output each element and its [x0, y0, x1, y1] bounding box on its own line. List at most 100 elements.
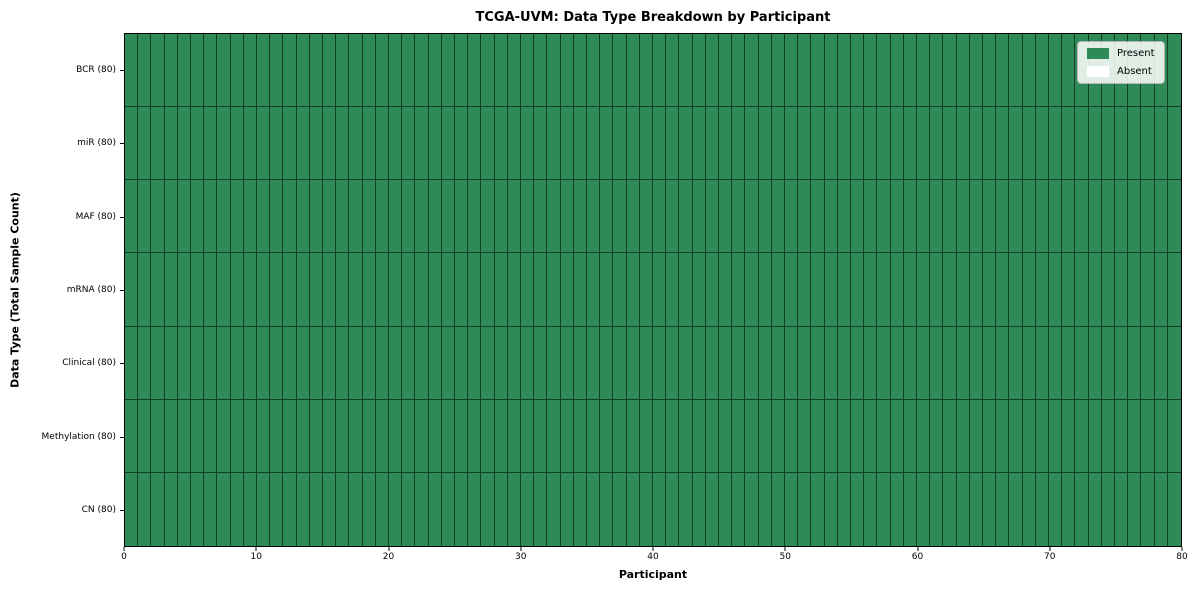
heatmap-cell	[850, 472, 865, 546]
heatmap-cell	[930, 399, 944, 473]
heatmap-cell	[586, 472, 601, 546]
heatmap-cell	[996, 34, 1010, 108]
heatmap-cell	[494, 253, 508, 327]
heatmap-cell	[1062, 253, 1076, 327]
heatmap-cell	[441, 326, 455, 400]
heatmap-cell	[494, 107, 508, 181]
heatmap-cell	[903, 180, 917, 254]
heatmap-cell	[586, 107, 601, 181]
heatmap-cell	[217, 107, 231, 181]
heatmap-cell	[309, 34, 323, 108]
heatmap-cell	[626, 399, 640, 473]
heatmap-cell	[916, 399, 931, 473]
heatmap-cell	[705, 34, 719, 108]
heatmap-cell	[164, 34, 178, 108]
heatmap-cell	[692, 107, 706, 181]
heatmap-cell	[388, 399, 403, 473]
heatmap-cell	[441, 253, 455, 327]
heatmap-cell	[164, 180, 178, 254]
heatmap-cell	[1141, 107, 1155, 181]
heatmap-cell	[481, 326, 495, 400]
heatmap-cell	[283, 326, 297, 400]
y-tick-mark	[120, 363, 124, 365]
x-tick-mark	[255, 547, 257, 551]
heatmap-cell	[230, 34, 244, 108]
heatmap-cell	[824, 253, 838, 327]
heatmap-cell	[454, 253, 469, 327]
heatmap-cell	[534, 107, 548, 181]
heatmap-cell	[204, 107, 218, 181]
heatmap-cell	[1101, 326, 1115, 400]
heatmap-cell	[534, 326, 548, 400]
heatmap-cell	[138, 326, 152, 400]
heatmap-cell	[1101, 399, 1115, 473]
heatmap-cell	[613, 180, 627, 254]
heatmap-cell	[626, 326, 640, 400]
heatmap-cell	[771, 399, 785, 473]
heatmap-cell	[138, 34, 152, 108]
heatmap-cell	[890, 180, 904, 254]
heatmap-cell	[309, 253, 323, 327]
heatmap-cell	[745, 253, 759, 327]
heatmap-cell	[349, 399, 363, 473]
heatmap-cell	[125, 180, 139, 254]
heatmap-cell	[850, 107, 865, 181]
heatmap-cell	[1167, 472, 1181, 546]
heatmap-cell	[428, 472, 442, 546]
heatmap-cell	[375, 180, 389, 254]
heatmap-cell	[982, 472, 997, 546]
heatmap-cell	[534, 472, 548, 546]
heatmap-cell	[494, 326, 508, 400]
heatmap-cell	[864, 326, 878, 400]
heatmap-cell	[362, 34, 376, 108]
heatmap-cell	[639, 34, 653, 108]
heatmap-cell	[1088, 472, 1102, 546]
heatmap-cell	[190, 107, 205, 181]
heatmap-cell	[573, 34, 587, 108]
heatmap-cell	[230, 253, 244, 327]
heatmap-cell	[613, 472, 627, 546]
heatmap-cell	[573, 107, 587, 181]
heatmap-cell	[824, 326, 838, 400]
y-tick-marks	[120, 33, 124, 547]
legend-swatch-absent	[1087, 66, 1109, 77]
heatmap-cell	[415, 180, 429, 254]
legend-item-present: Present	[1087, 48, 1155, 59]
heatmap-cell	[1154, 326, 1168, 400]
heatmap-cell	[138, 253, 152, 327]
heatmap-cell	[415, 34, 429, 108]
heatmap-cell	[652, 180, 667, 254]
heatmap-cell	[626, 180, 640, 254]
heatmap-cell	[943, 107, 957, 181]
heatmap-cell	[190, 399, 205, 473]
heatmap-cell	[151, 34, 165, 108]
heatmap-cell	[441, 472, 455, 546]
heatmap-cell	[164, 399, 178, 473]
heatmap-cell	[547, 34, 561, 108]
heatmap-cell	[402, 34, 416, 108]
heatmap-cell	[1075, 253, 1089, 327]
heatmap-cell	[547, 326, 561, 400]
heatmap-cell	[362, 399, 376, 473]
heatmap-cell	[441, 107, 455, 181]
heatmap-cell	[864, 472, 878, 546]
heatmap-cell	[877, 107, 891, 181]
heatmap-cell	[784, 399, 799, 473]
heatmap-cell	[190, 180, 205, 254]
heatmap-cell	[217, 180, 231, 254]
heatmap-cell	[811, 180, 825, 254]
heatmap-cell	[547, 107, 561, 181]
heatmap-cell	[1101, 107, 1115, 181]
heatmap-cell	[692, 34, 706, 108]
heatmap-cell	[375, 472, 389, 546]
heatmap-cell	[151, 326, 165, 400]
heatmap-cell	[824, 472, 838, 546]
x-tick-mark	[520, 547, 522, 551]
x-tick-marks	[123, 547, 1183, 551]
heatmap-cell	[428, 399, 442, 473]
heatmap-cell	[481, 253, 495, 327]
heatmap-cell	[679, 180, 693, 254]
heatmap-cell	[507, 180, 521, 254]
heatmap-cell	[732, 34, 746, 108]
heatmap-cell	[454, 34, 469, 108]
